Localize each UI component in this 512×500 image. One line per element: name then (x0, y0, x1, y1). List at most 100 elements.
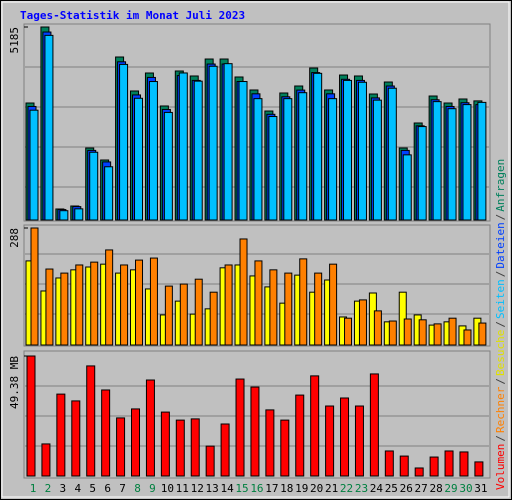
x-tick-label: 6 (104, 482, 111, 495)
bar (29, 109, 39, 221)
x-tick-label: 17 (265, 482, 278, 495)
x-tick-label: 26 (400, 482, 413, 495)
bar (90, 261, 99, 346)
x-tick-label: 20 (310, 482, 323, 495)
bar (402, 154, 412, 221)
bar (44, 34, 54, 221)
bar (418, 319, 427, 346)
x-tick-label: 21 (325, 482, 338, 495)
legend-separator: / (494, 435, 507, 442)
legend-item: Rechner (494, 386, 507, 433)
x-tick-label: 9 (149, 482, 156, 495)
bar (104, 166, 114, 221)
x-tick-label: 11 (176, 482, 189, 495)
x-tick-label: 19 (295, 482, 308, 495)
bar (120, 264, 129, 346)
bar (45, 268, 54, 346)
x-tick-label: 31 (474, 482, 487, 495)
bar (329, 263, 338, 346)
bar (444, 450, 454, 477)
legend-separator: / (494, 214, 507, 221)
bar (238, 81, 248, 221)
bar (433, 323, 442, 346)
bar (299, 258, 308, 346)
x-tick-label: 24 (370, 482, 384, 495)
bar (298, 92, 308, 221)
bar (358, 299, 367, 346)
bar (60, 272, 69, 346)
bar (459, 451, 469, 477)
bar (265, 409, 275, 477)
bar (388, 320, 397, 346)
bar (429, 456, 439, 477)
bar (224, 264, 233, 346)
x-tick-label: 2 (45, 482, 52, 495)
bar (75, 264, 84, 346)
bar (284, 272, 293, 346)
bar (432, 101, 442, 221)
legend-item: Volumen (494, 444, 507, 490)
x-tick-label: 27 (415, 482, 428, 495)
bar (372, 99, 382, 221)
y-tick-label: 49.38 MB (8, 356, 21, 409)
bar (314, 272, 323, 346)
x-tick-label: 1 (30, 482, 37, 495)
bar (250, 386, 260, 477)
bar (414, 467, 424, 477)
bar (163, 111, 173, 221)
x-tick-label: 8 (134, 482, 141, 495)
bar (253, 98, 263, 221)
bar (447, 108, 457, 221)
bar (283, 98, 293, 221)
x-tick-label: 7 (119, 482, 126, 495)
x-tick-label: 14 (220, 482, 234, 495)
legend-item: Anfragen (494, 159, 507, 212)
bar (149, 257, 158, 346)
bar (74, 208, 84, 221)
chart-title: Tages-Statistik im Monat Juli 2023 (20, 9, 245, 22)
bar (134, 97, 144, 221)
bar (295, 394, 305, 477)
bar (373, 310, 382, 346)
x-tick-label: 12 (191, 482, 204, 495)
legend-separator: / (494, 271, 507, 278)
legend-separator: / (494, 378, 507, 385)
x-tick-label: 18 (280, 482, 293, 495)
bar (462, 104, 472, 221)
bar (116, 417, 126, 477)
legend-separator: / (494, 321, 507, 328)
bar (208, 65, 218, 221)
bar (340, 397, 350, 477)
x-tick-label: 25 (385, 482, 398, 495)
bar (135, 259, 144, 346)
bar (56, 393, 66, 477)
bar (86, 365, 96, 477)
bar (269, 269, 278, 346)
bar (417, 126, 427, 221)
x-tick-label: 13 (206, 482, 219, 495)
bar (105, 249, 114, 346)
y-tick-label: 5185 (8, 27, 21, 54)
bar (254, 260, 263, 346)
bar (220, 423, 230, 477)
bar (463, 329, 472, 346)
legend: Volumen/Rechner/Besuche/Seiten/Dateien/A… (494, 159, 507, 490)
bar (59, 210, 69, 221)
bar (328, 98, 338, 221)
bar (354, 405, 364, 477)
x-tick-label: 22 (340, 482, 353, 495)
legend-item: Besuche (494, 330, 507, 376)
bar (26, 355, 36, 477)
bar (131, 408, 141, 477)
bar (369, 373, 379, 477)
bar (223, 63, 233, 221)
bar (101, 389, 111, 477)
bar (280, 419, 290, 477)
x-tick-label: 28 (429, 482, 442, 495)
bar (179, 283, 188, 346)
bar (145, 379, 155, 477)
bar (190, 418, 200, 477)
x-tick-label: 23 (355, 482, 368, 495)
